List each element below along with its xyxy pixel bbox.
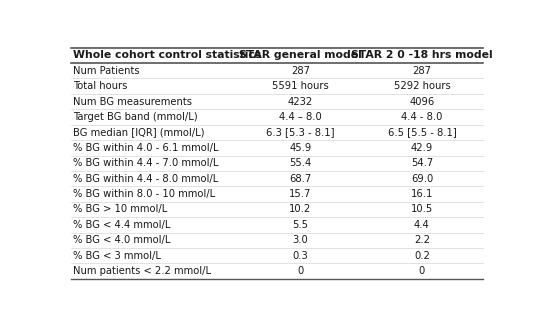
Text: 0: 0 [298, 266, 303, 276]
Bar [71, 248, 240, 264]
Bar [361, 264, 483, 279]
Text: 68.7: 68.7 [289, 173, 312, 184]
Text: STAR 2 0 -18 hrs model: STAR 2 0 -18 hrs model [351, 50, 492, 60]
Bar [240, 63, 361, 78]
Text: 3.0: 3.0 [293, 235, 308, 245]
Bar [71, 217, 240, 233]
Bar [71, 63, 240, 78]
Text: 0.3: 0.3 [293, 251, 308, 261]
Text: 6.5 [5.5 - 8.1]: 6.5 [5.5 - 8.1] [388, 127, 456, 137]
Text: Whole cohort control statistics: Whole cohort control statistics [73, 50, 261, 60]
Bar [71, 202, 240, 217]
Text: % BG within 4.4 - 8.0 mmol/L: % BG within 4.4 - 8.0 mmol/L [73, 173, 219, 184]
Text: % BG within 4.4 - 7.0 mmol/L: % BG within 4.4 - 7.0 mmol/L [73, 158, 219, 168]
Text: BG median [IQR] (mmol/L): BG median [IQR] (mmol/L) [73, 127, 205, 137]
Bar [71, 94, 240, 109]
Text: 5292 hours: 5292 hours [394, 81, 450, 91]
Text: 5591 hours: 5591 hours [272, 81, 329, 91]
Bar [361, 248, 483, 264]
Bar [240, 217, 361, 233]
Text: 0: 0 [419, 266, 425, 276]
Bar [240, 78, 361, 94]
Text: 69.0: 69.0 [411, 173, 433, 184]
Text: 4232: 4232 [288, 97, 313, 106]
Bar [361, 217, 483, 233]
Bar [240, 48, 361, 63]
Bar [361, 140, 483, 155]
Text: 15.7: 15.7 [289, 189, 312, 199]
Bar [71, 186, 240, 202]
Text: % BG within 8.0 - 10 mmol/L: % BG within 8.0 - 10 mmol/L [73, 189, 215, 199]
Text: Num Patients: Num Patients [73, 66, 140, 76]
Bar [361, 155, 483, 171]
Bar [240, 233, 361, 248]
Bar [361, 109, 483, 125]
Bar [71, 171, 240, 186]
Text: 287: 287 [291, 66, 310, 76]
Bar [240, 109, 361, 125]
Bar [361, 125, 483, 140]
Text: 45.9: 45.9 [289, 143, 312, 153]
Bar [71, 140, 240, 155]
Bar [240, 202, 361, 217]
Bar [361, 202, 483, 217]
Text: STAR general model: STAR general model [239, 50, 362, 60]
Text: 10.2: 10.2 [289, 204, 312, 215]
Text: % BG within 4.0 - 6.1 mmol/L: % BG within 4.0 - 6.1 mmol/L [73, 143, 219, 153]
Text: Num patients < 2.2 mmol/L: Num patients < 2.2 mmol/L [73, 266, 211, 276]
Text: 4096: 4096 [409, 97, 435, 106]
Text: 16.1: 16.1 [411, 189, 433, 199]
Text: 5.5: 5.5 [293, 220, 308, 230]
Bar [240, 248, 361, 264]
Text: 4.4 – 8.0: 4.4 – 8.0 [279, 112, 322, 122]
Bar [361, 233, 483, 248]
Bar [71, 109, 240, 125]
Bar [71, 78, 240, 94]
Bar [71, 155, 240, 171]
Bar [361, 94, 483, 109]
Text: Total hours: Total hours [73, 81, 128, 91]
Text: 0.2: 0.2 [414, 251, 430, 261]
Bar [240, 140, 361, 155]
Text: 10.5: 10.5 [411, 204, 433, 215]
Bar [71, 233, 240, 248]
Text: 42.9: 42.9 [411, 143, 433, 153]
Text: 6.3 [5.3 - 8.1]: 6.3 [5.3 - 8.1] [266, 127, 335, 137]
Text: % BG < 4.0 mmol/L: % BG < 4.0 mmol/L [73, 235, 171, 245]
Text: 2.2: 2.2 [414, 235, 430, 245]
Bar [240, 186, 361, 202]
Bar [71, 48, 240, 63]
Bar [71, 125, 240, 140]
Text: % BG < 4.4 mmol/L: % BG < 4.4 mmol/L [73, 220, 171, 230]
Bar [361, 78, 483, 94]
Text: % BG < 3 mmol/L: % BG < 3 mmol/L [73, 251, 161, 261]
Text: 54.7: 54.7 [411, 158, 433, 168]
Bar [361, 63, 483, 78]
Bar [240, 125, 361, 140]
Bar [240, 264, 361, 279]
Text: 4.4 - 8.0: 4.4 - 8.0 [401, 112, 443, 122]
Text: 55.4: 55.4 [289, 158, 312, 168]
Text: 287: 287 [413, 66, 431, 76]
Text: % BG > 10 mmol/L: % BG > 10 mmol/L [73, 204, 167, 215]
Bar [361, 171, 483, 186]
Bar [71, 264, 240, 279]
Bar [361, 186, 483, 202]
Text: Num BG measurements: Num BG measurements [73, 97, 192, 106]
Text: Target BG band (mmol/L): Target BG band (mmol/L) [73, 112, 198, 122]
Text: 4.4: 4.4 [414, 220, 430, 230]
Bar [240, 155, 361, 171]
Bar [240, 94, 361, 109]
Bar [240, 171, 361, 186]
Bar [361, 48, 483, 63]
